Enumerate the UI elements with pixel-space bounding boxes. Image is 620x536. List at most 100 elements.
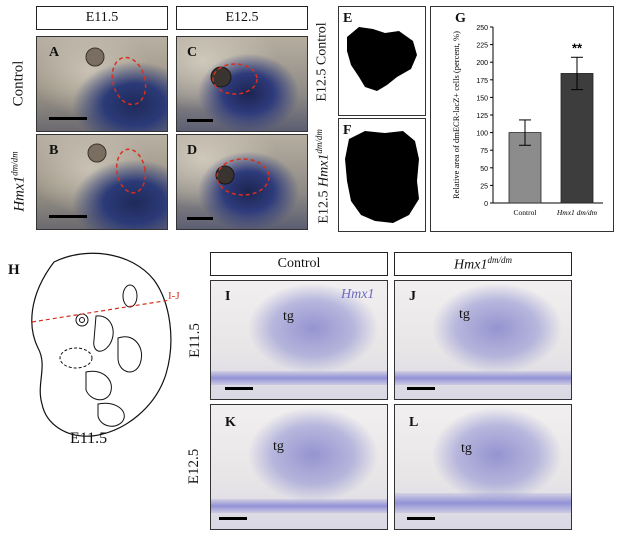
tail-outline bbox=[97, 402, 125, 427]
scale-bar bbox=[49, 215, 87, 218]
lacz-mask bbox=[347, 27, 417, 91]
section-plane-label: I-J bbox=[168, 290, 180, 302]
scale-bar bbox=[219, 517, 247, 520]
ganglion-outline bbox=[111, 56, 147, 106]
tg-label: tg bbox=[283, 309, 294, 324]
panel-letter: C bbox=[187, 45, 198, 60]
staining-band bbox=[211, 499, 387, 513]
significance-marker: ** bbox=[572, 40, 583, 55]
panel-letter: I bbox=[225, 289, 231, 304]
panel-letter: H bbox=[8, 262, 20, 278]
header-label: Control bbox=[277, 256, 321, 271]
ganglion-outline bbox=[216, 158, 270, 196]
ganglion-outline bbox=[115, 148, 147, 194]
limb-outline bbox=[85, 370, 112, 401]
panel-letter: B bbox=[49, 143, 59, 158]
mask-svg bbox=[347, 27, 417, 91]
scale-bar bbox=[225, 387, 253, 390]
scale-bar bbox=[187, 217, 213, 220]
scale-bar bbox=[49, 117, 87, 120]
outline-svg bbox=[85, 47, 147, 106]
panel-letter: G bbox=[455, 11, 466, 26]
panel-letter: K bbox=[225, 415, 236, 430]
y-tick-label: 250 bbox=[476, 25, 488, 32]
y-tick-label: 25 bbox=[480, 183, 488, 190]
header-mutant: Hmx1dm/dm bbox=[394, 252, 572, 276]
row-label-control: Control bbox=[8, 36, 30, 130]
staining-band bbox=[395, 371, 571, 385]
tg-label: tg bbox=[459, 307, 470, 322]
forebrain-outline bbox=[122, 284, 138, 308]
staining-band bbox=[211, 371, 387, 385]
schematic-stage-label: E11.5 bbox=[70, 430, 108, 447]
y-tick-label: 0 bbox=[484, 201, 488, 208]
embryo-outline bbox=[31, 252, 172, 437]
row-label-text: Hmx1dm/dm bbox=[9, 150, 28, 212]
arch-outline bbox=[93, 315, 114, 352]
scale-bar bbox=[187, 119, 213, 122]
row-label-text: Control bbox=[10, 60, 27, 106]
bar-chart-svg: 0 25 50 75 100 125 150 175 200 225 250 Relative are… bbox=[451, 25, 603, 217]
panel-h-schematic: H I-J E11.5 bbox=[6, 244, 186, 447]
panel-letter: E bbox=[343, 11, 353, 26]
row-label-e12-5: E12.5 bbox=[184, 404, 206, 528]
panel-g-chart: G 0 25 50 75 100 125 150 175 200 225 250 Relative a… bbox=[430, 6, 614, 232]
y-tick-label: 100 bbox=[476, 131, 488, 138]
header-e12-5: E12.5 bbox=[176, 6, 308, 30]
panel-k-image: K tg bbox=[210, 404, 388, 530]
panel-f-image: F bbox=[338, 118, 426, 232]
ef-label-text: E12.5 Control bbox=[315, 22, 330, 102]
panel-letter: F bbox=[343, 123, 352, 138]
arch-outline-2 bbox=[117, 336, 142, 373]
panel-l-image: L tg bbox=[394, 404, 572, 530]
panel-d-image: D bbox=[176, 134, 308, 230]
outline-svg bbox=[87, 143, 147, 194]
scale-bar bbox=[407, 517, 435, 520]
panel-e-image: E bbox=[338, 6, 426, 116]
header-label: Hmx1dm/dm bbox=[454, 254, 512, 273]
outline-svg bbox=[215, 158, 270, 196]
ganglion-outline bbox=[212, 63, 258, 95]
panel-letter: A bbox=[49, 45, 60, 60]
staining-band bbox=[395, 493, 571, 513]
otic-vesicle bbox=[85, 47, 105, 67]
header-label: E12.5 bbox=[225, 10, 259, 25]
header-control: Control bbox=[210, 252, 388, 276]
row-label-text: E11.5 bbox=[186, 322, 203, 358]
y-tick-label: 150 bbox=[476, 95, 488, 102]
otic-vesicle bbox=[75, 313, 89, 327]
panel-i-image: I Hmx1 tg bbox=[210, 280, 388, 400]
label-e-control: E12.5 Control bbox=[312, 6, 334, 118]
y-axis-label: Relative area of dmECR-lacZ+ cells (perc… bbox=[451, 31, 461, 199]
mask-svg bbox=[345, 131, 419, 223]
row-label-text: E12.5 bbox=[186, 448, 203, 484]
panel-c-image: C bbox=[176, 36, 308, 132]
tg-label: tg bbox=[461, 441, 472, 456]
header-e11-5: E11.5 bbox=[36, 6, 168, 30]
label-f-mutant: E12.5 Hmx1dm/dm bbox=[312, 120, 334, 232]
ef-label-text: E12.5 Hmx1dm/dm bbox=[313, 128, 332, 224]
y-tick-label: 125 bbox=[476, 113, 488, 120]
ganglion-outline bbox=[59, 347, 93, 369]
scale-bar bbox=[407, 387, 435, 390]
outline-svg bbox=[210, 63, 258, 95]
y-tick-label: 175 bbox=[476, 78, 488, 85]
panel-letter: L bbox=[409, 415, 419, 430]
y-tick-label: 50 bbox=[480, 166, 488, 173]
embryo-outline-svg bbox=[31, 252, 172, 437]
otic-vesicle bbox=[215, 165, 235, 185]
lacz-mask bbox=[345, 131, 419, 223]
y-tick-label: 75 bbox=[480, 148, 488, 155]
row-label-e11-5: E11.5 bbox=[184, 282, 206, 398]
header-label: E11.5 bbox=[85, 10, 119, 25]
panel-b-image: B bbox=[36, 134, 168, 230]
y-tick-label: 225 bbox=[476, 43, 488, 50]
y-tick-label: 200 bbox=[476, 60, 488, 67]
tg-label: tg bbox=[273, 439, 284, 454]
section-plane-line bbox=[31, 299, 171, 323]
x-tick-label: Hmx1 dm/dm bbox=[556, 208, 598, 217]
otic-vesicle bbox=[210, 66, 232, 88]
panel-j-image: J tg bbox=[394, 280, 572, 400]
otic-vesicle bbox=[87, 143, 107, 163]
